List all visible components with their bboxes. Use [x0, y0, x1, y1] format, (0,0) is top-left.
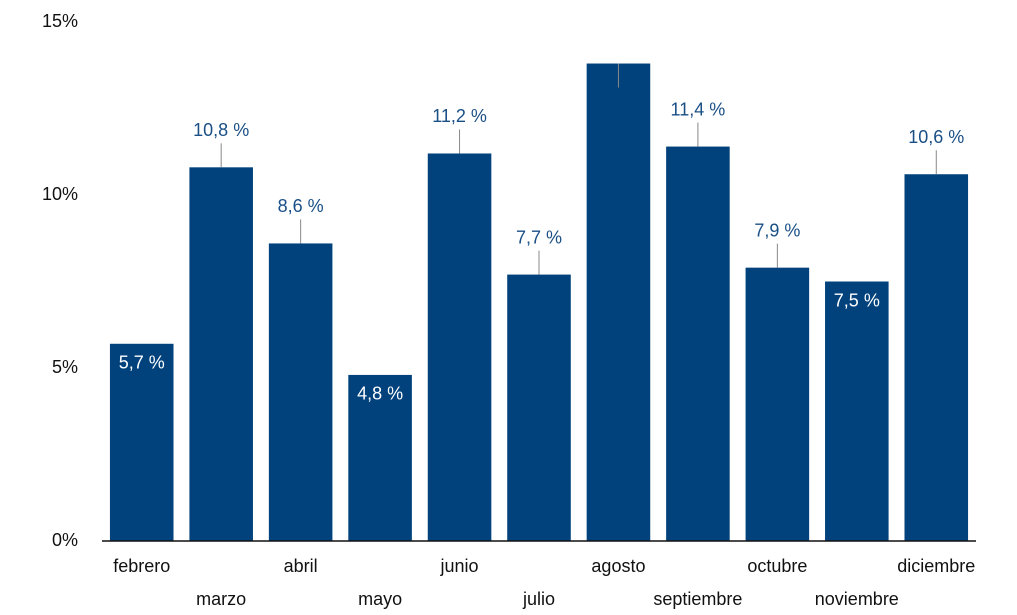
value-label: 4,8 %	[357, 384, 403, 404]
bar	[189, 167, 253, 541]
value-label: 7,5 %	[834, 290, 880, 310]
x-tick-label: febrero	[113, 556, 170, 576]
x-tick-label: marzo	[196, 589, 246, 609]
y-tick-label: 0%	[52, 530, 78, 550]
y-tick-label: 10%	[42, 184, 78, 204]
x-tick-label: noviembre	[815, 589, 899, 609]
bar	[348, 374, 412, 541]
x-tick-label: agosto	[591, 556, 645, 576]
bar	[745, 267, 810, 541]
x-tick-label: diciembre	[897, 556, 975, 576]
x-tick-label: julio	[522, 589, 555, 609]
value-label: 7,9 %	[754, 220, 800, 240]
value-label: 7,7 %	[516, 227, 562, 247]
value-label: 8,6 %	[278, 196, 324, 216]
x-tick-label: septiembre	[653, 589, 742, 609]
x-tick-label: junio	[440, 556, 479, 576]
x-tick-label: mayo	[358, 589, 402, 609]
bar	[507, 274, 571, 541]
value-label: 10,8 %	[193, 120, 249, 140]
y-tick-label: 15%	[42, 11, 78, 31]
bar	[268, 243, 333, 541]
value-label: 11,2 %	[432, 106, 487, 126]
value-label: 11,4 %	[671, 99, 726, 119]
bar	[586, 63, 651, 542]
y-tick-label: 5%	[52, 357, 78, 377]
bar	[904, 174, 969, 542]
value-label: 10,6 %	[908, 127, 964, 147]
bar	[666, 146, 730, 541]
bar	[109, 343, 174, 541]
x-tick-label: octubre	[747, 556, 807, 576]
value-label: 5,7 %	[119, 353, 165, 373]
bar	[427, 153, 492, 542]
bar	[825, 281, 889, 541]
x-tick-label: abril	[284, 556, 318, 576]
